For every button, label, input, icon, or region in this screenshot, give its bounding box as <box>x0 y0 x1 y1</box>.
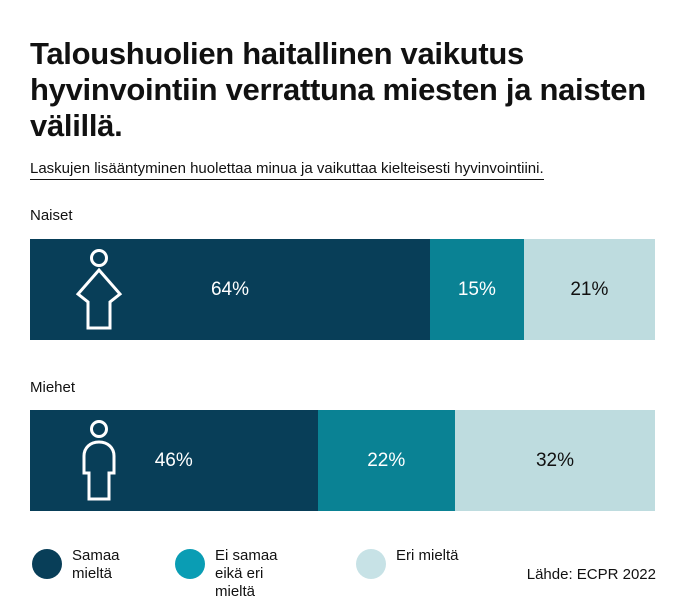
man-icon <box>82 419 116 500</box>
woman-icon <box>75 248 123 329</box>
bar-segment-miehet-eri-mielta: 32% <box>455 410 655 511</box>
bar-segment-naiset-samaa-mielta: 64% <box>30 239 430 340</box>
chart-subtitle: Laskujen lisääntyminen huolettaa minua j… <box>30 160 544 180</box>
legend-swatch-ei-samaa-eika-eri-mielta <box>175 549 205 579</box>
chart-title: Taloushuolien haitallinen vaikutus hyvin… <box>30 36 646 143</box>
bar-miehet: 46% 22% 32% <box>30 410 655 511</box>
data-label-miehet-eri-mielta: 32% <box>535 449 575 471</box>
legend-label-samaa-mielta: Samaa mieltä <box>72 547 120 582</box>
data-label-naiset-eri-mielta: 21% <box>570 278 609 300</box>
data-label-naiset-samaa-mielta: 64% <box>210 278 250 300</box>
legend-item-eri-mielta: Eri mieltä <box>356 547 459 579</box>
legend-swatch-samaa-mielta <box>32 549 62 579</box>
bar-segment-naiset-eri-mielta: 21% <box>523 239 655 340</box>
data-label-naiset-ei-samaa-eika-eri-mielta: 15% <box>457 278 496 300</box>
legend-label-eri-mielta: Eri mieltä <box>396 547 459 564</box>
source-note: Lähde: ECPR 2022 <box>526 566 656 583</box>
legend-swatch-eri-mielta <box>356 549 386 579</box>
bar-segment-miehet-samaa-mielta: 46% <box>30 410 318 511</box>
bar-segment-naiset-ei-samaa-eika-eri-mielta: 15% <box>430 239 524 340</box>
legend-item-ei-samaa-eika-eri-mielta: Ei samaa eikä eri mieltä <box>175 547 305 601</box>
data-label-miehet-samaa-mielta: 46% <box>154 449 193 471</box>
category-label-miehet: Miehet <box>30 379 76 396</box>
data-label-miehet-ei-samaa-eika-eri-mielta: 22% <box>367 449 406 471</box>
bar-segment-miehet-ei-samaa-eika-eri-mielta: 22% <box>317 410 455 511</box>
legend-item-samaa-mielta: Samaa mieltä <box>32 547 162 583</box>
category-label-naiset: Naiset <box>30 207 73 224</box>
legend-label-ei-samaa-eika-eri-mielta: Ei samaa eikä eri mieltä <box>215 547 278 600</box>
bar-naiset: 64% 15% 21% <box>30 239 655 340</box>
